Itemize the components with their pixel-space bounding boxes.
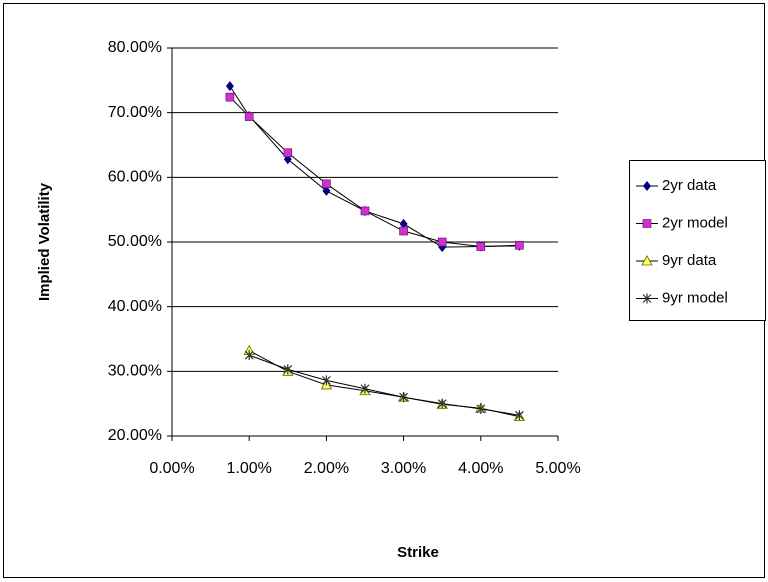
marker: [360, 206, 370, 216]
legend-label: 9yr data: [662, 252, 717, 269]
marker: [642, 293, 652, 304]
marker: [244, 350, 254, 361]
marker: [437, 237, 447, 247]
marker: [283, 364, 293, 375]
x-tick-label: 3.00%: [381, 460, 426, 477]
marker: [225, 81, 234, 92]
x-tick-label: 2.00%: [304, 460, 349, 477]
marker: [322, 185, 331, 196]
x-tick-label: 1.00%: [227, 460, 272, 477]
marker: [642, 219, 652, 228]
marker: [360, 383, 370, 394]
legend-label: 9yr model: [662, 289, 728, 306]
y-tick-label: 80.00%: [108, 39, 162, 56]
marker: [641, 255, 653, 266]
marker: [514, 410, 524, 421]
x-tick-label: 4.00%: [458, 460, 503, 477]
marker: [515, 240, 524, 250]
legend-label: 2yr data: [662, 177, 717, 194]
y-tick-label: 50.00%: [108, 233, 162, 250]
marker: [225, 92, 235, 102]
y-tick-label: 20.00%: [108, 427, 162, 444]
marker: [321, 375, 331, 386]
legend-box: [629, 160, 766, 321]
x-tick-label: 5.00%: [535, 460, 580, 477]
x-tick-label: 0.00%: [149, 460, 194, 477]
marker: [244, 112, 254, 121]
y-axis-title: Implied Volatility: [36, 182, 53, 301]
legend-label: 2yr model: [662, 214, 728, 231]
marker: [437, 398, 447, 409]
series-line: [249, 354, 520, 416]
marker: [399, 218, 408, 229]
y-tick-label: 70.00%: [108, 104, 162, 121]
marker: [643, 181, 651, 191]
marker: [283, 148, 293, 158]
marker: [476, 242, 486, 251]
marker: [322, 179, 331, 189]
x-axis-title: Strike: [397, 544, 439, 561]
marker: [399, 226, 408, 236]
marker: [476, 403, 486, 414]
y-tick-label: 60.00%: [108, 169, 162, 186]
marker: [399, 392, 409, 403]
y-tick-label: 30.00%: [108, 363, 162, 380]
y-tick-label: 40.00%: [108, 298, 162, 315]
